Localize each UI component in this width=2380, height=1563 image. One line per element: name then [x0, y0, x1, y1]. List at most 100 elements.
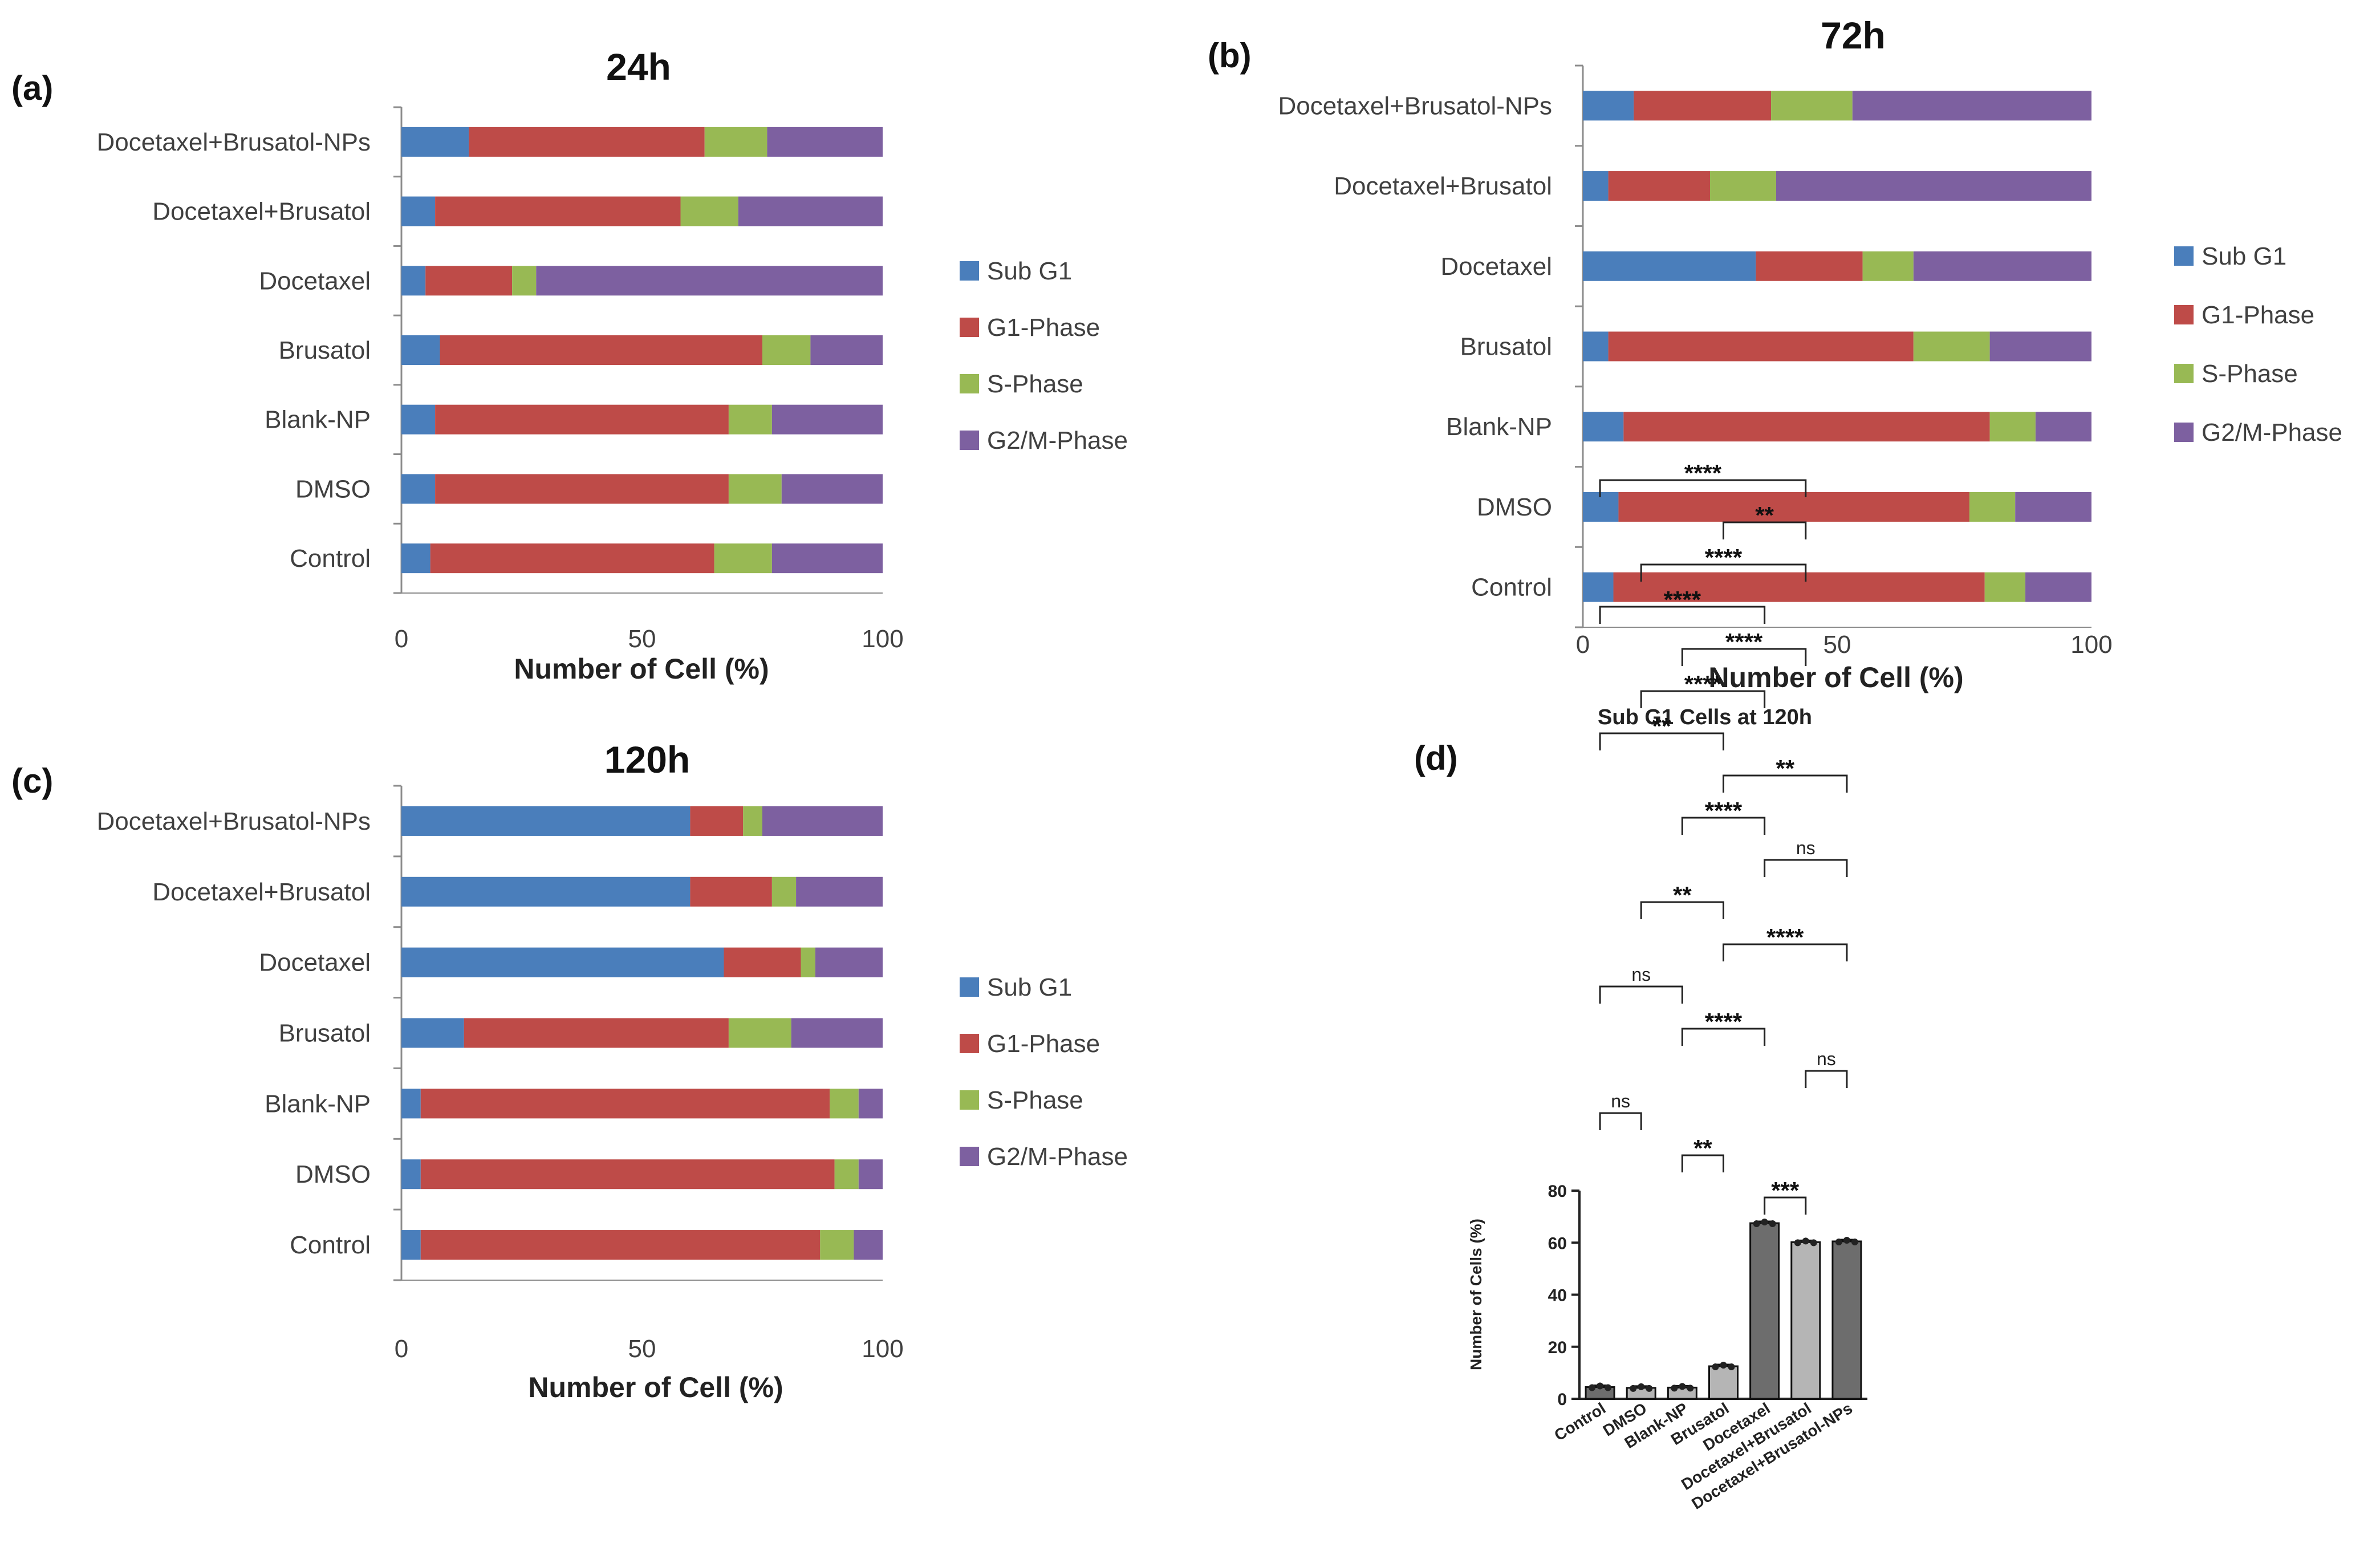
bar-control-g1-phase	[1613, 572, 1985, 602]
bar-brusatol-g2-m-phase	[791, 1018, 883, 1048]
bar-control-s-phase	[820, 1230, 854, 1260]
x-axis-label: Number of Cell (%)	[528, 1371, 783, 1403]
chart-title: 120h	[604, 738, 690, 781]
significance-label: ****	[1705, 797, 1743, 824]
data-point-control	[1605, 1384, 1612, 1391]
significance-bracket	[1723, 774, 1848, 793]
significance-bracket	[1599, 606, 1766, 624]
y-tick-label: 80	[1548, 1182, 1567, 1201]
category-label-docetaxel: Docetaxel	[259, 949, 371, 977]
bar-control-sub-g1	[401, 1230, 421, 1260]
y-tick-label: 0	[1557, 1390, 1567, 1409]
bar-dmso-g1-phase	[420, 1159, 835, 1189]
legend-swatch-g1-phase	[960, 318, 979, 337]
x-tick-label: 50	[1823, 631, 1851, 659]
bar-docetaxel-g2-m-phase	[815, 947, 883, 977]
bar-blank-np-g1-phase	[1623, 412, 1990, 442]
significance-label: ns	[1796, 838, 1816, 858]
bar-brusatol-g1-phase	[440, 335, 762, 365]
legend-swatch-sub-g1	[960, 261, 979, 281]
bar-brusatol-g2-m-phase	[810, 335, 883, 365]
category-label-brusatol: Brusatol	[279, 336, 371, 364]
significance-bracket	[1599, 479, 1807, 497]
significance-label: **	[1652, 713, 1671, 740]
legend-label-g2-m-phase: G2/M-Phase	[2202, 419, 2342, 446]
legend-swatch-s-phase	[2174, 364, 2194, 383]
bar-blank-np-s-phase	[830, 1089, 859, 1119]
legend-swatch-g1-phase	[960, 1034, 979, 1053]
significance-bracket	[1640, 563, 1807, 582]
data-point-dmso	[1630, 1385, 1637, 1392]
bar-dmso-g2-m-phase	[2015, 492, 2091, 522]
x-tick-label: 0	[1576, 631, 1590, 659]
bar-dmso-g1-phase	[1618, 492, 1969, 522]
chart-title: Sub G1 Cells at 120h	[1598, 705, 1812, 729]
significance-label: ****	[1705, 544, 1743, 571]
bar-docetaxel-brusatol-nps-g1-phase	[469, 127, 705, 157]
legend-swatch-s-phase	[960, 1090, 979, 1110]
legend-label-g2-m-phase: G2/M-Phase	[987, 427, 1128, 454]
significance-bracket	[1681, 648, 1807, 666]
bar-dmso-g2-m-phase	[781, 474, 883, 504]
bar-docetaxel-g1-phase	[1756, 251, 1863, 281]
x-axis-label: Number of Cell (%)	[514, 653, 769, 685]
significance-bracket	[1599, 1112, 1642, 1130]
bar-control-s-phase	[1984, 572, 2026, 602]
legend-swatch-g2-m-phase	[2174, 423, 2194, 442]
significance-label: ****	[1766, 924, 1804, 951]
y-tick-label: 20	[1548, 1338, 1567, 1357]
bar-docetaxel-brusatol-nps-g1-phase	[690, 806, 744, 836]
data-point-docetaxel-brusatol-nps	[1843, 1236, 1850, 1244]
legend-label-sub-g1: Sub G1	[2202, 242, 2286, 270]
panel-label-b: (b)	[1208, 36, 1252, 75]
bar-brusatol-g1-phase	[1608, 331, 1914, 362]
data-point-dmso	[1638, 1383, 1645, 1390]
significance-label: **	[1755, 502, 1774, 529]
bar-docetaxel-brusatol-sub-g1	[401, 876, 691, 907]
bar-dmso-s-phase	[1969, 492, 2016, 522]
category-label-docetaxel-brusatol: Docetaxel+Brusatol	[152, 198, 371, 226]
significance-bracket	[1681, 1028, 1766, 1046]
data-point-docetaxel-brusatol-nps	[1835, 1238, 1842, 1245]
significance-bracket	[1723, 943, 1848, 961]
panel-label-a: (a)	[11, 69, 53, 107]
bar-dmso-g1-phase	[435, 474, 729, 504]
bar-brusatol-s-phase	[1913, 331, 1990, 362]
category-label-control: Control	[290, 545, 371, 573]
panel-label-d: (d)	[1414, 739, 1458, 777]
chart-title: 72h	[1821, 14, 1886, 56]
category-label-blank-np: Blank-NP	[1446, 413, 1552, 441]
significance-bracket	[1723, 521, 1807, 539]
x-tick-label: 0	[395, 625, 408, 653]
significance-label: ns	[1631, 964, 1651, 985]
bar-brusatol-s-phase	[762, 335, 811, 365]
significance-label: ****	[1664, 586, 1701, 613]
significance-label: ****	[1684, 671, 1722, 697]
bar-docetaxel-brusatol-s-phase	[1710, 171, 1776, 201]
bar-blank-np-g2-m-phase	[771, 404, 883, 435]
legend-label-g1-phase: G1-Phase	[987, 314, 1100, 342]
bar-blank-np-g2-m-phase	[858, 1089, 883, 1119]
bar-docetaxel-sub-g1	[401, 266, 426, 296]
data-point-dmso	[1646, 1385, 1653, 1392]
significance-bracket	[1640, 690, 1766, 708]
chart-panel-120h: 120h Control DMSO Blank-NP Brusatol Docetaxel…	[96, 738, 1128, 1403]
category-label-docetaxel: Docetaxel	[1440, 253, 1552, 281]
panel-label-c: (c)	[11, 762, 53, 800]
significance-label: **	[1776, 755, 1794, 782]
bar-docetaxel-brusatol-nps-s-phase	[743, 806, 762, 836]
bar-control-g1-phase	[420, 1230, 821, 1260]
data-point-docetaxel-brusatol	[1794, 1239, 1801, 1247]
bar-brusatol	[1708, 1365, 1739, 1400]
bar-blank-np-sub-g1	[1583, 412, 1624, 442]
legend-label-sub-g1: Sub G1	[987, 257, 1072, 285]
bar-docetaxel-sub-g1	[401, 947, 724, 977]
category-label-blank-np: Blank-NP	[265, 406, 371, 434]
bar-docetaxel-brusatol-nps-sub-g1	[401, 806, 691, 836]
bar-blank-np-g1-phase	[435, 404, 729, 435]
bar-brusatol-s-phase	[728, 1018, 791, 1048]
bar-blank-np-g1-phase	[420, 1089, 830, 1119]
bar-docetaxel-brusatol-g1-phase	[1608, 171, 1710, 201]
data-point-blank-np	[1687, 1385, 1694, 1392]
